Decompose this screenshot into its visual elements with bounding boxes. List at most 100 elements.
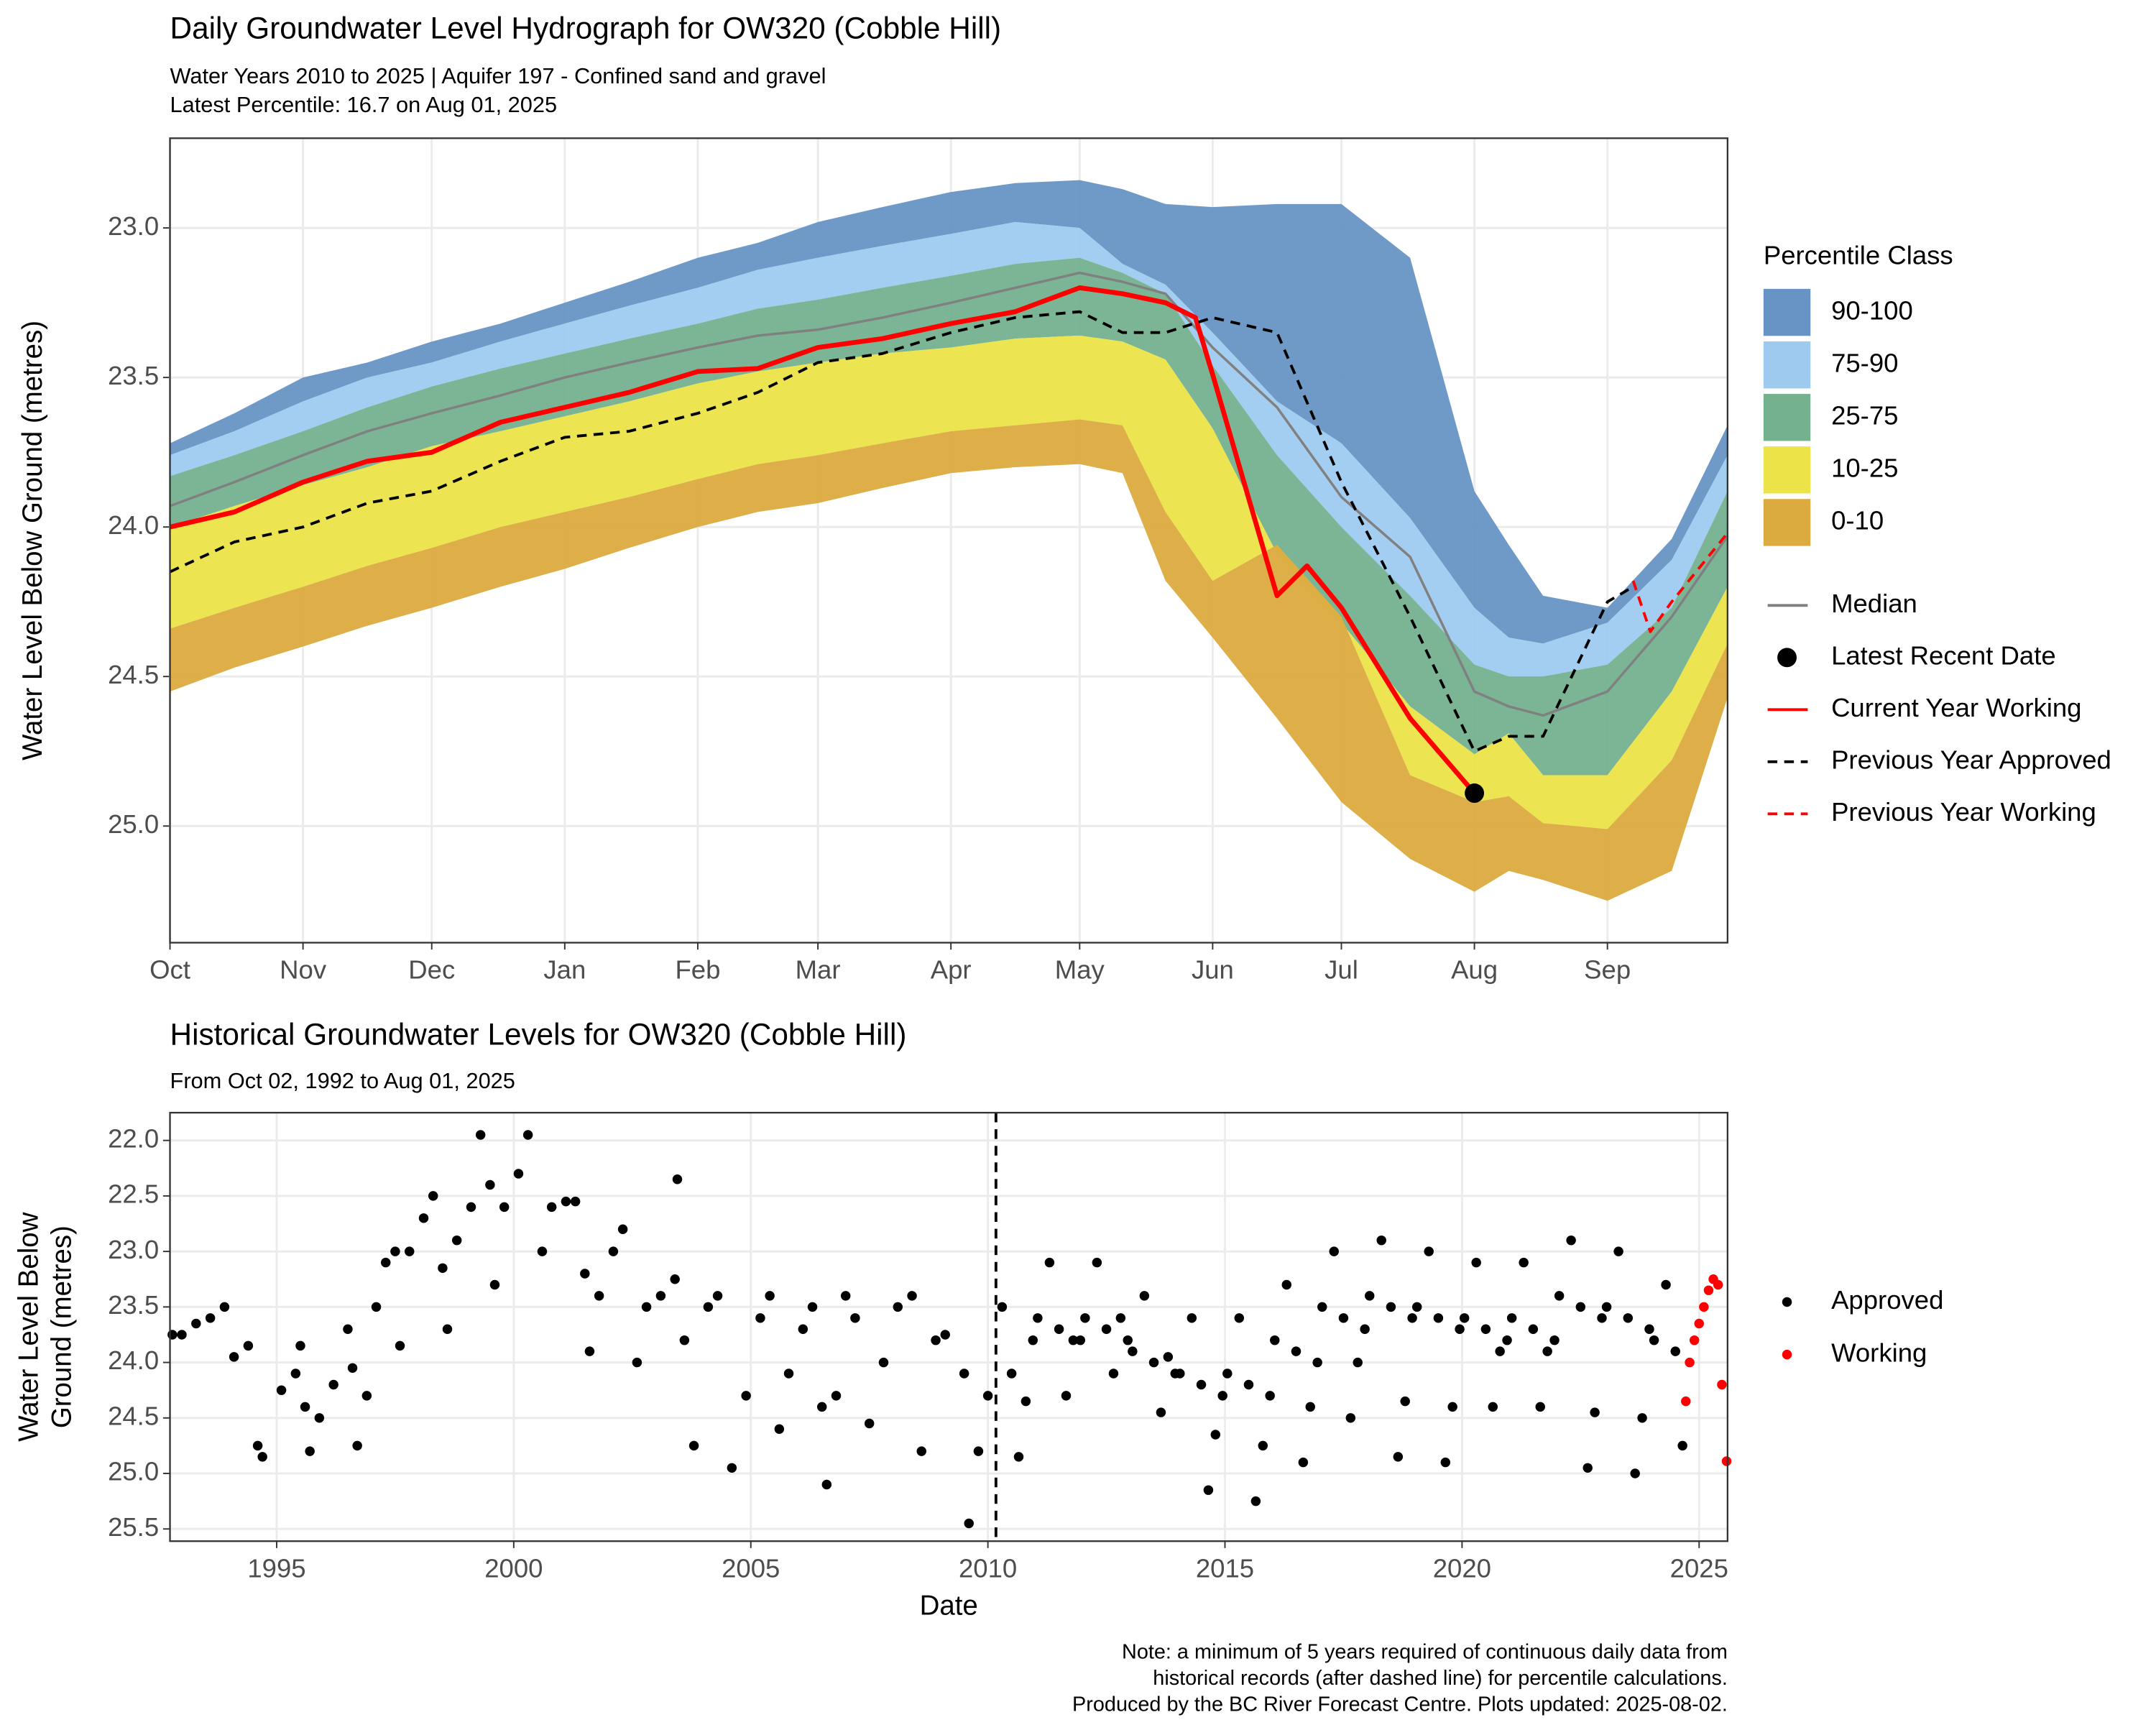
point [1028, 1335, 1038, 1346]
x-tick-label: 2010 [959, 1553, 1017, 1583]
legend-swatch [1763, 446, 1811, 494]
point [404, 1246, 415, 1256]
point [1549, 1335, 1560, 1346]
point [1068, 1335, 1079, 1346]
point [1305, 1402, 1315, 1412]
point [741, 1391, 751, 1401]
latest-point [1465, 783, 1485, 803]
point [361, 1391, 372, 1401]
point [1139, 1291, 1150, 1301]
legend-swatch [1763, 394, 1811, 441]
point [513, 1169, 524, 1179]
point [1566, 1235, 1576, 1246]
point [1291, 1346, 1302, 1356]
point [1353, 1357, 1363, 1368]
point [1156, 1407, 1166, 1417]
point [1033, 1313, 1043, 1323]
point [1092, 1257, 1102, 1268]
point [229, 1352, 239, 1362]
point [466, 1202, 476, 1213]
point [1488, 1402, 1498, 1412]
point [1721, 1456, 1732, 1466]
point [864, 1418, 875, 1429]
point [641, 1302, 652, 1312]
x-tick-label: Aug [1451, 955, 1498, 985]
point [1250, 1496, 1261, 1506]
point [1528, 1324, 1539, 1334]
point [257, 1452, 267, 1462]
point [1338, 1313, 1349, 1323]
legend-label: 25-75 [1831, 400, 1898, 430]
point [1554, 1291, 1565, 1301]
point [1407, 1313, 1417, 1323]
point [594, 1291, 604, 1301]
point [1670, 1346, 1681, 1356]
point [276, 1385, 287, 1395]
legend-swatch [1763, 499, 1811, 546]
point [371, 1302, 382, 1312]
point [395, 1340, 405, 1351]
point [1281, 1279, 1292, 1290]
legend-swatch [1763, 288, 1811, 336]
point [878, 1357, 889, 1368]
point [418, 1213, 429, 1223]
legend-label: 10-25 [1831, 454, 1898, 483]
point [1312, 1357, 1322, 1368]
point [1222, 1368, 1233, 1379]
point [798, 1324, 808, 1334]
point [1590, 1407, 1600, 1417]
point [907, 1291, 917, 1301]
point [632, 1357, 642, 1368]
x-tick-label: Apr [931, 955, 972, 985]
x-tick-label: May [1055, 955, 1105, 985]
point [584, 1346, 595, 1356]
plot-background [170, 1113, 1728, 1542]
legend-symbol [1777, 648, 1797, 668]
y-tick-label: 23.0 [108, 1235, 159, 1264]
point [655, 1291, 666, 1301]
point [1101, 1324, 1112, 1334]
point [1298, 1457, 1309, 1468]
y-tick-label: 23.0 [108, 211, 159, 241]
legend-label: 0-10 [1831, 506, 1884, 535]
y-axis-label: Water Level Below Ground (metres) [17, 321, 48, 760]
point [1447, 1402, 1457, 1412]
line [169, 271, 1729, 717]
x-tick-label: Feb [675, 955, 720, 985]
point [167, 1330, 178, 1340]
point [1364, 1291, 1375, 1301]
y-tick-label: 23.5 [108, 361, 159, 390]
point [1694, 1318, 1704, 1329]
point [191, 1318, 201, 1329]
point [1075, 1335, 1086, 1346]
y-tick-label: 23.5 [108, 1290, 159, 1320]
chart-subtitle: From Oct 02, 1992 to Aug 01, 2025 [170, 1068, 515, 1093]
point [1163, 1352, 1174, 1362]
percentile-band [170, 419, 1728, 901]
point [1433, 1313, 1444, 1323]
point [1649, 1335, 1659, 1346]
point [840, 1291, 851, 1301]
y-tick-label: 25.0 [108, 809, 159, 839]
line [169, 285, 1477, 795]
percentile-band [170, 335, 1728, 829]
point [727, 1463, 737, 1473]
point [177, 1330, 187, 1340]
x-tick-label: 2000 [484, 1553, 543, 1583]
point [1128, 1346, 1138, 1356]
point [438, 1263, 448, 1274]
point [774, 1424, 785, 1434]
legend-label: Working [1831, 1338, 1927, 1367]
point [1597, 1313, 1607, 1323]
chart-subtitle: Water Years 2010 to 2025 | Aquifer 197 -… [170, 63, 826, 88]
point [1054, 1324, 1064, 1334]
point [608, 1246, 619, 1256]
legend-label: Latest Recent Date [1831, 640, 2056, 670]
legend-label: Previous Year Approved [1831, 745, 2111, 774]
point [688, 1440, 699, 1451]
point [1187, 1313, 1197, 1323]
legend-symbol [1782, 1349, 1792, 1360]
point [475, 1130, 486, 1140]
y-tick-label: 24.0 [108, 510, 159, 540]
point [1630, 1468, 1640, 1478]
